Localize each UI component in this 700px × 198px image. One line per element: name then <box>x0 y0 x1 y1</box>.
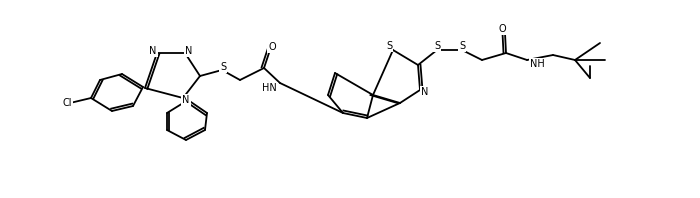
Text: O: O <box>268 42 276 52</box>
Text: S: S <box>434 41 440 51</box>
Text: S: S <box>459 41 465 51</box>
Text: N: N <box>421 87 428 97</box>
Text: NH: NH <box>530 59 545 69</box>
Text: N: N <box>149 46 157 56</box>
Text: N: N <box>186 46 192 56</box>
Text: S: S <box>386 41 392 51</box>
Text: O: O <box>498 24 506 34</box>
Text: Cl: Cl <box>62 98 72 108</box>
Text: HN: HN <box>262 83 277 93</box>
Text: N: N <box>182 95 190 105</box>
Text: S: S <box>220 62 226 72</box>
